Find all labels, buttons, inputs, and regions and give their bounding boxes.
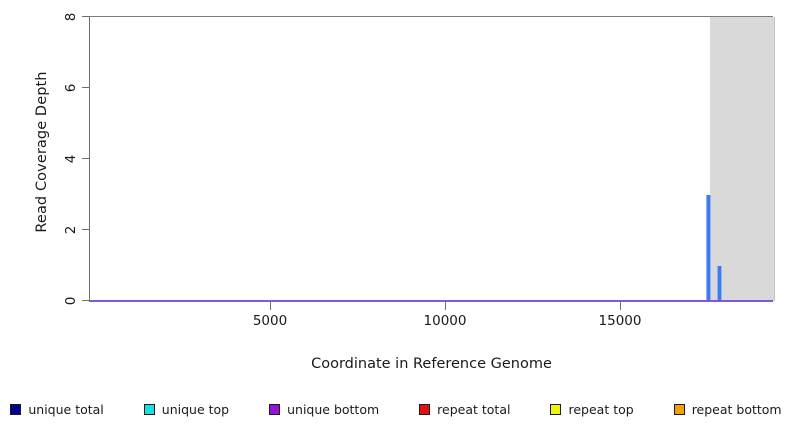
x-tick-mark-10000 <box>445 302 447 310</box>
y-tick-mark-8 <box>82 16 90 18</box>
legend-item-unique-top[interactable]: unique top <box>143 401 230 417</box>
chart-legend: unique total unique top unique bottom repea… <box>0 398 792 420</box>
legend-label: repeat top <box>568 401 634 417</box>
y-tick-label-2: 2 <box>63 225 79 235</box>
coverage-spike <box>717 265 723 301</box>
y-axis-line <box>89 16 91 302</box>
y-tick-mark-2 <box>82 229 90 231</box>
y-tick-mark-4 <box>82 158 90 160</box>
legend-swatch-icon <box>10 403 22 415</box>
y-tick-label-8: 8 <box>63 12 79 22</box>
x-tick-label-15000: 15000 <box>598 313 642 329</box>
legend-label: unique top <box>161 401 230 417</box>
legend-item-repeat-bottom[interactable]: repeat bottom <box>673 401 782 417</box>
x-axis-title: Coordinate in Reference Genome <box>311 356 552 372</box>
legend-label: unique bottom <box>287 401 380 417</box>
legend-swatch-icon <box>550 403 562 415</box>
legend-label: repeat total <box>437 401 511 417</box>
coverage-spike <box>706 194 712 301</box>
y-tick-mark-6 <box>82 87 90 89</box>
y-tick-label-0: 0 <box>63 296 79 306</box>
x-tick-label-5000: 5000 <box>252 313 288 329</box>
legend-item-unique-bottom[interactable]: unique bottom <box>269 402 379 417</box>
y-tick-label-4: 4 <box>63 154 79 164</box>
legend-item-repeat-total[interactable]: repeat total <box>419 402 510 417</box>
legend-swatch-icon <box>419 403 431 415</box>
legend-swatch-icon <box>269 403 281 415</box>
plot-top-border <box>90 16 773 17</box>
legend-item-unique-total[interactable]: unique total <box>10 401 104 417</box>
shaded-repeat-region <box>709 17 775 301</box>
y-tick-mark-0 <box>82 300 90 302</box>
legend-item-repeat-top[interactable]: repeat top <box>550 401 634 417</box>
y-axis-title: Read Coverage Depth <box>34 71 50 233</box>
x-tick-label-10000: 10000 <box>423 313 467 329</box>
x-tick-mark-5000 <box>270 302 272 310</box>
x-tick-mark-15000 <box>620 302 622 310</box>
legend-label: unique total <box>28 401 104 417</box>
baseline-coverage-line <box>90 299 773 302</box>
legend-swatch-icon <box>673 403 685 415</box>
legend-label: repeat bottom <box>691 401 782 417</box>
legend-swatch-icon <box>143 403 155 415</box>
plot-area <box>90 17 775 302</box>
y-tick-label-6: 6 <box>63 83 79 93</box>
